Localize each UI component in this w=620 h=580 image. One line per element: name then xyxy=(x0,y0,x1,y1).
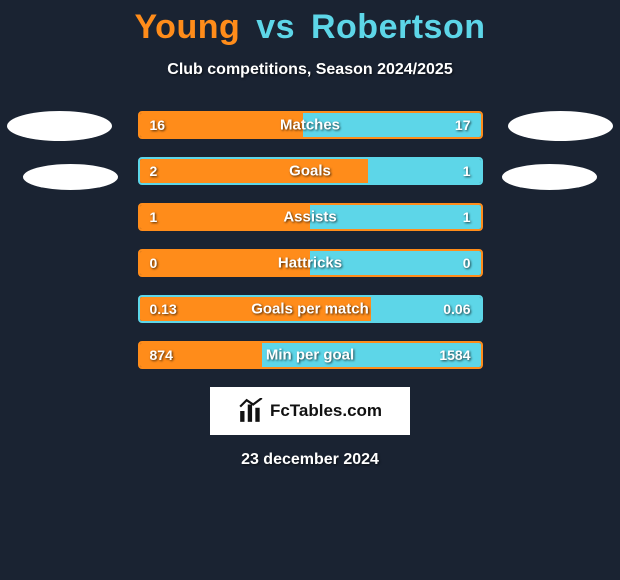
stat-label: Matches xyxy=(280,117,340,134)
stat-bar: 2 1 Goals xyxy=(138,157,483,185)
stat-value-left: 2 xyxy=(150,163,158,179)
vs-text: vs xyxy=(256,8,295,46)
decorative-ellipse xyxy=(7,111,112,141)
comparison-title: Young vs Robertson xyxy=(0,0,620,47)
decorative-ellipse xyxy=(23,164,118,190)
stat-value-right: 1 xyxy=(463,163,471,179)
stat-bar: 1 1 Assists xyxy=(138,203,483,231)
brand-text: FcTables.com xyxy=(270,401,382,421)
stat-bar: 16 17 Matches xyxy=(138,111,483,139)
stat-bar: 874 1584 Min per goal xyxy=(138,341,483,369)
stat-value-left: 1 xyxy=(150,209,158,225)
stat-value-right: 17 xyxy=(455,117,471,133)
stat-bars-container: 16 17 Matches 2 1 Goals 1 1 Assists 0 0 Hattricks 0.… xyxy=(138,111,483,369)
brand-badge: FcTables.com xyxy=(210,387,410,435)
stat-label: Goals xyxy=(289,163,331,180)
stat-bar: 0 0 Hattricks xyxy=(138,249,483,277)
stat-value-left: 0 xyxy=(150,255,158,271)
stat-label: Min per goal xyxy=(266,347,354,364)
stat-value-left: 874 xyxy=(150,347,173,363)
stat-value-right: 1584 xyxy=(439,347,470,363)
subtitle: Club competitions, Season 2024/2025 xyxy=(0,61,620,79)
player2-name: Robertson xyxy=(311,8,486,46)
stat-bar: 0.13 0.06 Goals per match xyxy=(138,295,483,323)
stat-value-right: 1 xyxy=(463,209,471,225)
stat-label: Assists xyxy=(283,209,336,226)
decorative-ellipse xyxy=(508,111,613,141)
date-text: 23 december 2024 xyxy=(0,451,620,469)
stat-bar-fill-left xyxy=(140,159,368,183)
stat-label: Hattricks xyxy=(278,255,342,272)
stat-value-left: 0.13 xyxy=(150,301,177,317)
comparison-arena: 16 17 Matches 2 1 Goals 1 1 Assists 0 0 Hattricks 0.… xyxy=(0,111,620,369)
decorative-ellipse xyxy=(502,164,597,190)
player1-name: Young xyxy=(135,8,241,46)
stat-value-left: 16 xyxy=(150,117,166,133)
stat-value-right: 0.06 xyxy=(443,301,470,317)
stat-value-right: 0 xyxy=(463,255,471,271)
chart-icon xyxy=(238,398,264,424)
stat-label: Goals per match xyxy=(251,301,369,318)
